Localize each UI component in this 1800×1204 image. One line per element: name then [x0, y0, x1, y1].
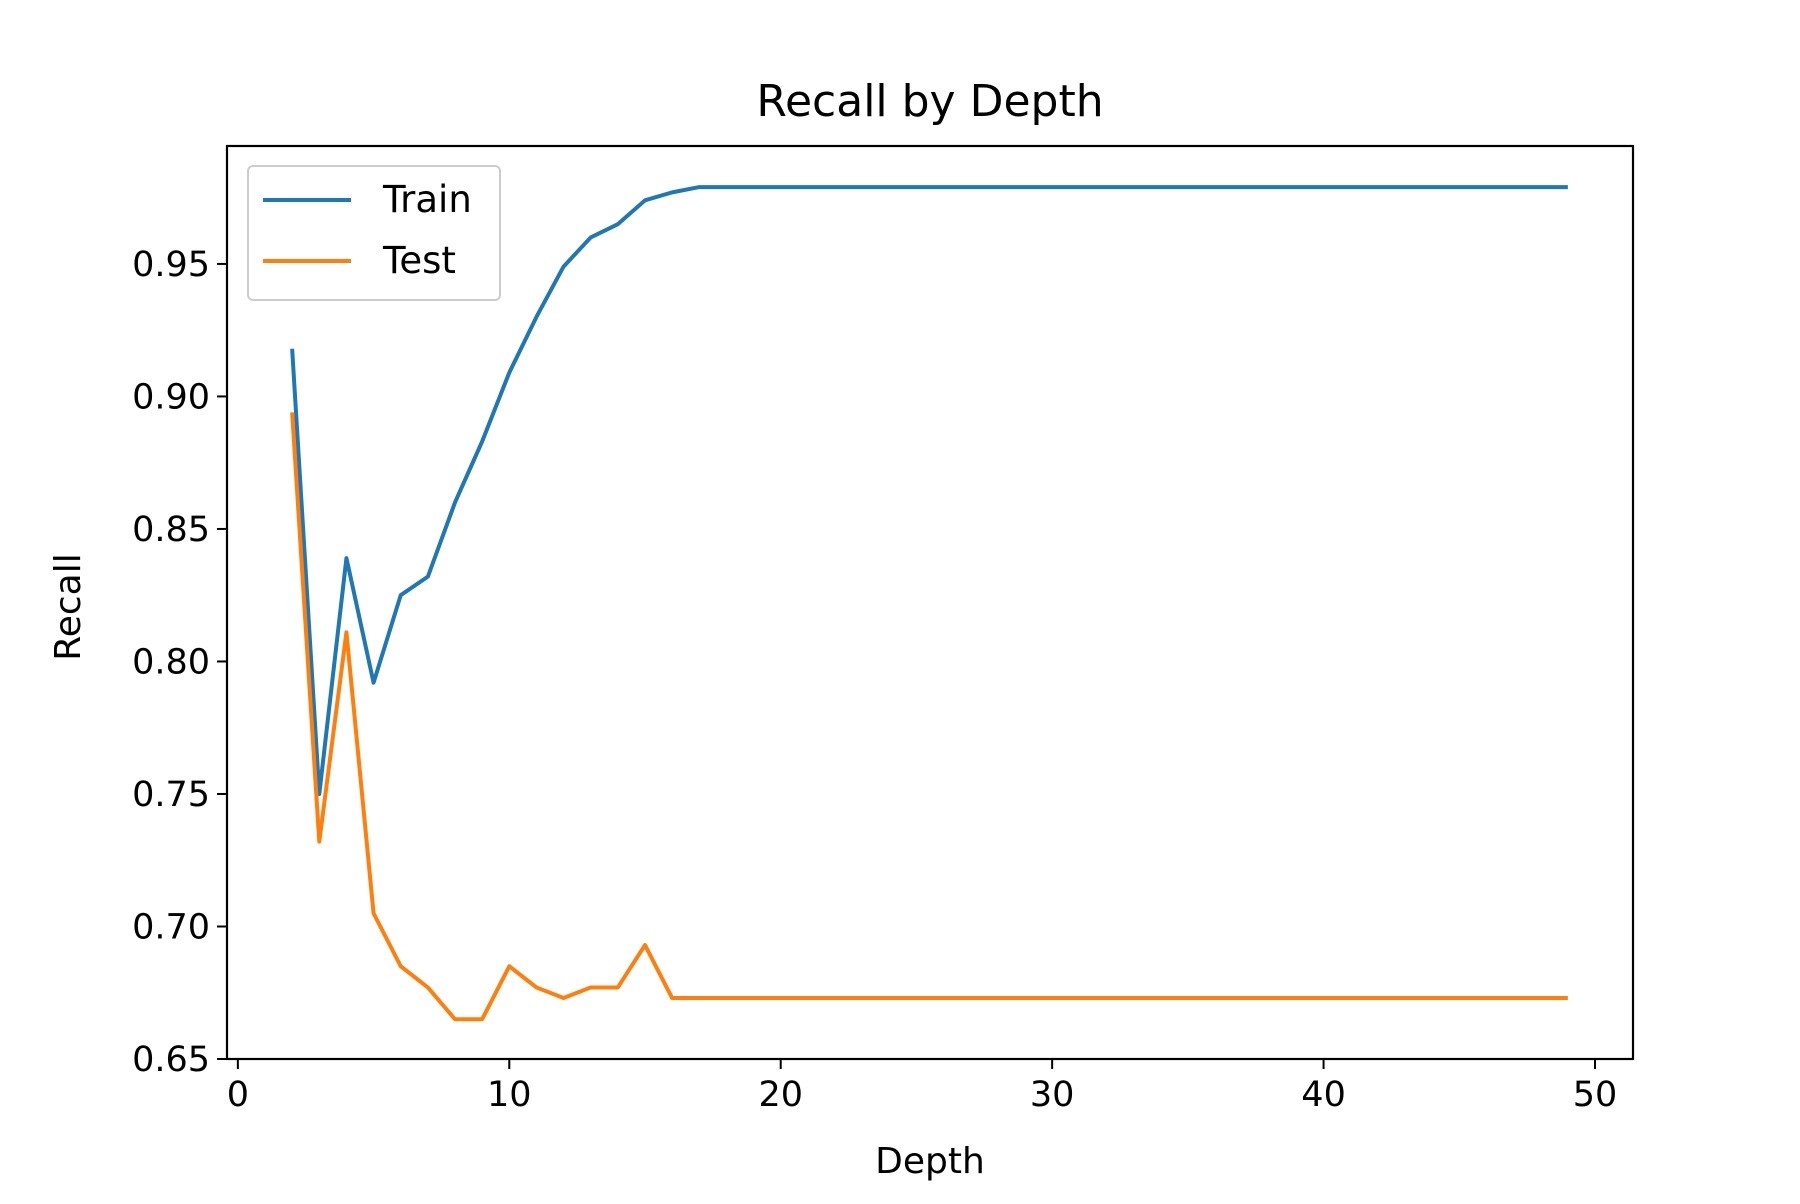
legend-label-test: Test: [382, 239, 456, 282]
series-lines: [290, 185, 1568, 1022]
series-line-train: [290, 185, 1568, 796]
legend-label-train: Train: [382, 178, 472, 221]
y-tick-label: 0.90: [132, 377, 210, 417]
y-tick-label: 0.80: [132, 642, 210, 682]
series-line-test: [290, 412, 1568, 1022]
y-tick-label: 0.85: [132, 510, 210, 550]
chart-title: Recall by Depth: [756, 76, 1103, 127]
y-axis-label: Recall: [48, 553, 89, 660]
x-tick-label: 0: [227, 1075, 249, 1115]
x-axis-label: Depth: [875, 1141, 985, 1182]
y-tick-label: 0.65: [132, 1040, 210, 1080]
y-tick-label: 0.70: [132, 907, 210, 947]
legend: Train Test: [247, 165, 501, 301]
x-tick-label: 30: [1030, 1075, 1075, 1115]
y-axis-ticks: 0.65 0.70 0.75 0.80 0.85 0.90 0.95: [132, 245, 227, 1080]
x-tick-label: 50: [1573, 1075, 1618, 1115]
y-tick-label: 0.75: [132, 775, 210, 815]
plot-area-frame: [225, 144, 1635, 1061]
y-tick-label: 0.95: [132, 245, 210, 285]
x-axis-ticks: 0 10 20 30 40 50: [227, 1059, 1618, 1115]
x-tick-label: 40: [1301, 1075, 1346, 1115]
x-tick-label: 20: [758, 1075, 803, 1115]
x-tick-label: 10: [487, 1075, 532, 1115]
